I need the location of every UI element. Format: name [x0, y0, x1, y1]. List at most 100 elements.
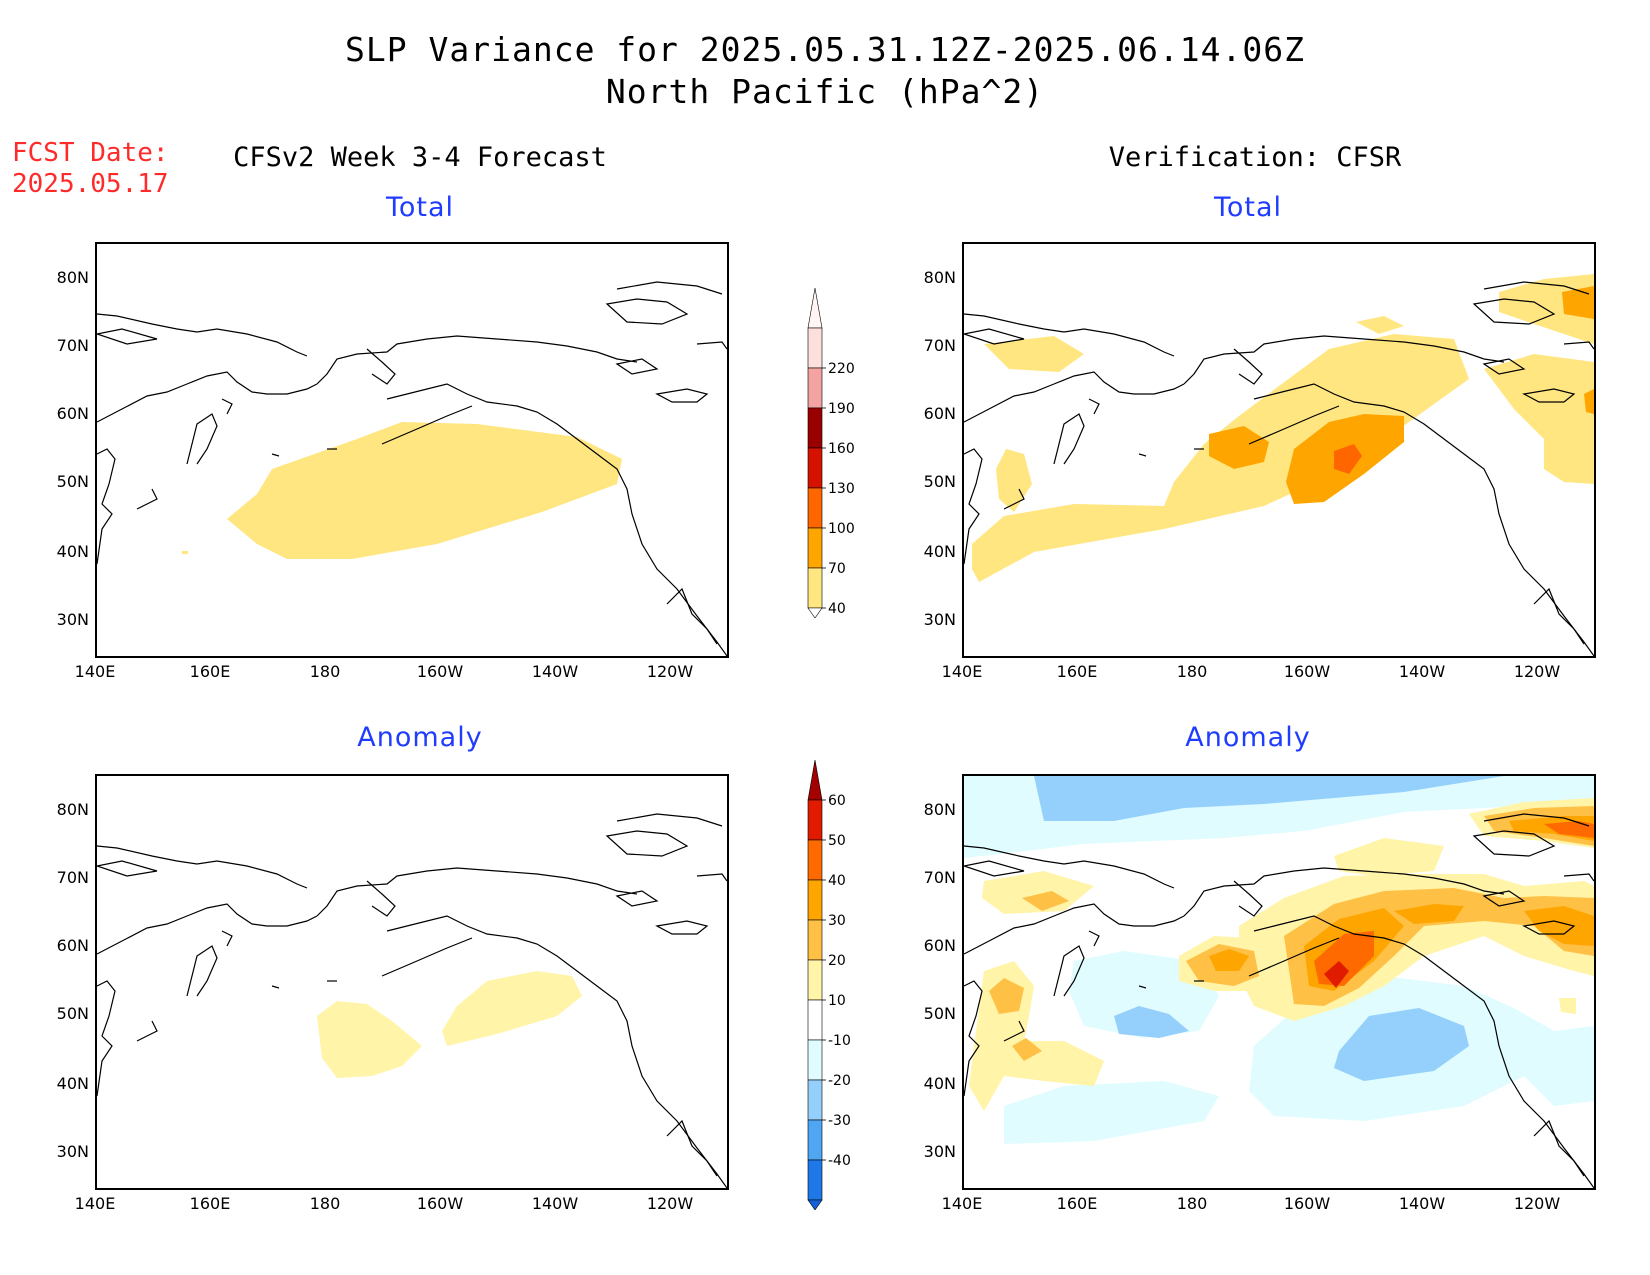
colorbar-label: 130: [828, 481, 855, 497]
forecast-date-label: FCST Date:: [12, 138, 169, 168]
colorbar-label: 220: [828, 361, 855, 377]
longitude-label: 160E: [189, 1194, 231, 1213]
variance-fill-100-130: [1334, 444, 1362, 474]
longitude-label: 160E: [1056, 1194, 1098, 1213]
map-verification-anomaly: [962, 774, 1596, 1190]
coastline-segment: [1248, 405, 1340, 445]
coastline-segment: [666, 587, 718, 645]
coastline-segment: [655, 920, 709, 935]
coastline-segment: [1003, 488, 1025, 510]
coastline-segment: [964, 903, 1185, 955]
longitude-label: 160W: [1283, 1194, 1331, 1213]
coastline-segment: [696, 873, 727, 882]
coastline-segment: [1053, 945, 1085, 997]
latitude-label: 50N: [56, 472, 89, 491]
chart-subtitle: North Pacific (hPa^2): [605, 72, 1045, 111]
forecast-date-value: 2025.05.17: [12, 169, 169, 199]
coastline-segment: [615, 890, 659, 907]
longitude-label: 140W: [531, 1194, 579, 1213]
coastline-segment: [1138, 985, 1147, 989]
colorbar-label: 40: [828, 601, 846, 617]
longitude-label: 140E: [941, 662, 983, 681]
latitude-label: 80N: [56, 268, 89, 287]
coastline-segment: [616, 813, 723, 827]
longitude-label: 140E: [74, 1194, 116, 1213]
longitude-label: 180: [1176, 662, 1208, 681]
colorbar-label: 40: [828, 873, 846, 889]
anomaly-fill-neg20-neg30: [1034, 776, 1504, 1081]
coastline-segment: [1138, 453, 1147, 457]
colorbar-box: [807, 1119, 823, 1161]
colorbar-bottom-arrow: [807, 607, 823, 619]
latitude-label: 80N: [923, 800, 956, 819]
latitude-label: 40N: [56, 1074, 89, 1093]
latitude-label: 40N: [56, 542, 89, 561]
coastline-segment: [964, 845, 1175, 889]
longitude-label: 180: [309, 1194, 341, 1213]
colorbar-box: [807, 919, 823, 961]
anomaly-fill-50-60: [1324, 961, 1349, 988]
panel-title-forecast-total: Total: [385, 192, 455, 223]
coastline-segment: [97, 313, 308, 357]
latitude-label: 80N: [56, 800, 89, 819]
coastline-segment: [97, 448, 116, 565]
colorbar-label: -30: [828, 1113, 851, 1129]
coastline-segment: [316, 335, 638, 385]
colorbar-box: [807, 487, 823, 529]
colorbar-box: [807, 1039, 823, 1081]
colorbar-label: 50: [828, 833, 846, 849]
coastline-segment: [271, 985, 280, 989]
variance-fill-40-70: [227, 422, 622, 559]
coastline-segment: [964, 860, 1025, 877]
colorbar-box: [807, 527, 823, 569]
coastline-segment: [186, 945, 218, 997]
coastline-segment: [97, 860, 158, 877]
coastline-segment: [1482, 890, 1526, 907]
coastline-segment: [964, 980, 983, 1097]
variance-fill-dot: [182, 551, 188, 554]
latitude-label: 50N: [56, 1004, 89, 1023]
forecast-date-block: FCST Date: 2025.05.17: [12, 138, 169, 200]
latitude-label: 70N: [56, 868, 89, 887]
coastline-segment: [1253, 915, 1594, 1188]
colorbar-box: [807, 407, 823, 449]
latitude-label: 70N: [923, 336, 956, 355]
longitude-label: 160W: [416, 1194, 464, 1213]
latitude-label: 60N: [56, 404, 89, 423]
map-verification-total: [962, 242, 1596, 658]
colorbar-label: 160: [828, 441, 855, 457]
coastline-segment: [97, 371, 318, 423]
colorbar-box: [807, 1159, 823, 1201]
coastline-segment: [366, 348, 396, 385]
colorbar-label: 60: [828, 793, 846, 809]
coastline-segment: [97, 903, 318, 955]
longitude-label: 160E: [189, 662, 231, 681]
colorbar-label: 10: [828, 993, 846, 1009]
coastline-segment: [1248, 937, 1340, 977]
latitude-label: 80N: [923, 268, 956, 287]
coastline-segment: [964, 371, 1185, 423]
longitude-label: 120W: [1513, 1194, 1561, 1213]
coastline-segment: [136, 488, 158, 510]
colorbar-box: [807, 367, 823, 409]
colorbar-label: -40: [828, 1153, 851, 1169]
latitude-label: 70N: [56, 336, 89, 355]
coastline-segment: [1563, 873, 1594, 882]
coastline-segment: [136, 1020, 158, 1042]
coastline-segment: [1472, 830, 1556, 857]
colorbar-total: 220 190 160 130 100 70 40: [800, 287, 890, 619]
coastline-segment: [1233, 348, 1263, 385]
colorbar-box: [807, 959, 823, 1001]
coastline-segment: [655, 388, 709, 403]
longitude-label: 180: [309, 662, 341, 681]
coastline-segment: [1472, 298, 1556, 325]
longitude-label: 160W: [416, 662, 464, 681]
colorbar-box: [807, 1079, 823, 1121]
coastline-segment: [1053, 413, 1085, 465]
coastline-segment: [964, 448, 983, 565]
coastline: [964, 281, 1594, 656]
colorbar-box: [807, 327, 823, 369]
colorbar-box: [807, 799, 823, 841]
coastline-segment: [1003, 1020, 1025, 1042]
coastline-segment: [615, 358, 659, 375]
